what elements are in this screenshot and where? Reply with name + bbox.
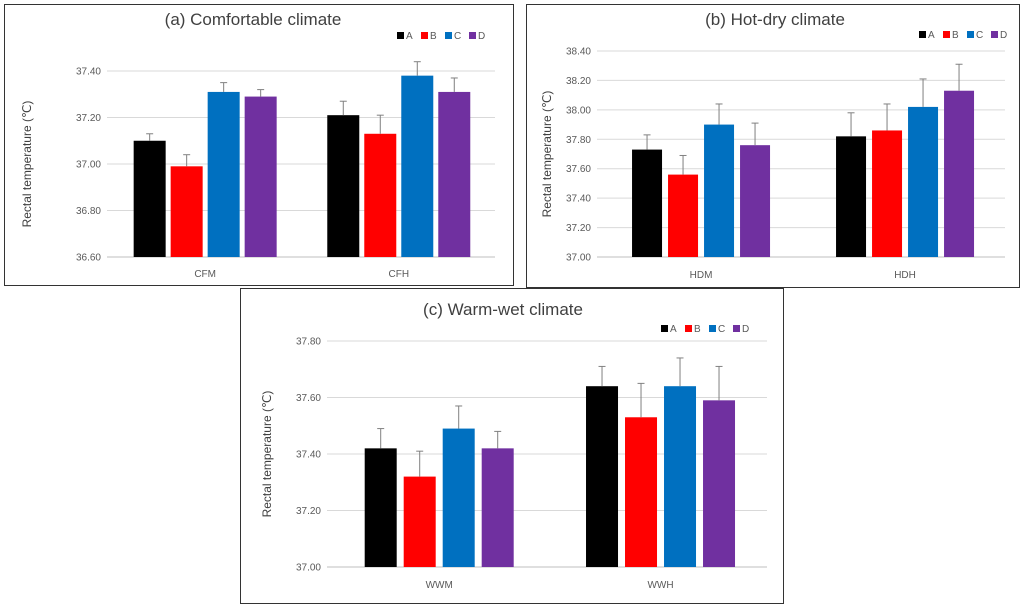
- y-tick-label: 38.40: [566, 47, 591, 58]
- x-category-label: CFH: [388, 269, 409, 280]
- y-axis-label: Rectal temperature (℃): [260, 391, 274, 518]
- legend-swatch: [661, 325, 668, 332]
- x-category-label: HDH: [894, 270, 916, 281]
- y-tick-label: 37.00: [76, 160, 101, 171]
- legend-label: C: [454, 31, 461, 42]
- bar-wwh-a: [586, 386, 619, 567]
- x-category-label: HDM: [690, 270, 713, 281]
- bar-wwm-d: [481, 448, 514, 567]
- legend-label: B: [430, 31, 437, 42]
- legend-swatch: [967, 31, 974, 38]
- legend-swatch: [709, 325, 716, 332]
- legend-swatch: [397, 32, 404, 39]
- y-tick-label: 37.80: [566, 135, 591, 146]
- y-axis-label: Rectal temperature (℃): [540, 91, 554, 218]
- legend-label: A: [928, 30, 935, 41]
- chart-panel-hot-dry: (b) Hot-dry climate Rectal temperature (℃…: [526, 4, 1020, 288]
- bar-cfm-b: [170, 166, 203, 257]
- chart-svg-a: (a) Comfortable climate Rectal temperatur…: [20, 10, 495, 280]
- bar-hdm-b: [668, 174, 699, 257]
- chart-svg-c: (c) Warm-wet climate Rectal temperature (…: [260, 300, 767, 591]
- legend-label: C: [718, 324, 725, 335]
- bar-wwh-d: [703, 400, 736, 567]
- y-tick-label: 37.80: [296, 337, 321, 348]
- x-category-label: CFM: [194, 269, 216, 280]
- bar-cfh-c: [401, 75, 434, 258]
- legend-label: D: [742, 324, 749, 335]
- legend-swatch: [991, 31, 998, 38]
- bar-cfm-a: [133, 140, 166, 257]
- y-tick-label: 37.40: [296, 450, 321, 461]
- legend-label: A: [670, 324, 677, 335]
- y-axis-label: Rectal temperature (℃): [20, 101, 34, 228]
- bar-wwm-a: [364, 448, 397, 567]
- legend-label: D: [1000, 30, 1007, 41]
- bar-hdh-a: [836, 136, 867, 257]
- y-tick-label: 37.60: [296, 393, 321, 404]
- legend-swatch: [919, 31, 926, 38]
- bar-wwh-b: [625, 417, 658, 567]
- legend-swatch: [685, 325, 692, 332]
- bar-cfh-a: [327, 115, 360, 257]
- bar-hdh-c: [908, 106, 939, 258]
- bar-cfh-b: [364, 133, 397, 257]
- legend-label: D: [478, 31, 485, 42]
- chart-svg-b: (b) Hot-dry climate Rectal temperature (℃…: [540, 10, 1007, 281]
- legend-swatch: [943, 31, 950, 38]
- y-tick-label: 37.20: [566, 223, 591, 234]
- y-tick-label: 37.60: [566, 164, 591, 175]
- bar-hdm-a: [632, 149, 663, 257]
- chart-title: (b) Hot-dry climate: [705, 10, 845, 29]
- y-tick-label: 36.60: [76, 253, 101, 264]
- bar-cfm-c: [207, 91, 240, 257]
- bar-hdh-b: [872, 130, 903, 257]
- y-tick-label: 38.00: [566, 105, 591, 116]
- y-tick-label: 38.20: [566, 76, 591, 87]
- legend-swatch: [421, 32, 428, 39]
- y-tick-label: 37.40: [566, 194, 591, 205]
- bar-cfm-d: [244, 96, 277, 257]
- x-category-label: WWH: [647, 580, 673, 591]
- bar-hdh-d: [944, 90, 975, 257]
- bar-hdm-c: [704, 124, 735, 257]
- bar-hdm-d: [740, 145, 771, 257]
- y-tick-label: 37.20: [76, 113, 101, 124]
- legend-swatch: [469, 32, 476, 39]
- legend-label: B: [694, 324, 701, 335]
- y-tick-label: 36.80: [76, 206, 101, 217]
- y-tick-label: 37.00: [296, 563, 321, 574]
- chart-panel-comfortable: (a) Comfortable climate Rectal temperatur…: [4, 4, 514, 286]
- chart-panel-warm-wet: (c) Warm-wet climate Rectal temperature (…: [240, 288, 784, 604]
- bar-cfh-d: [438, 91, 471, 257]
- chart-title: (c) Warm-wet climate: [423, 300, 583, 319]
- chart-title: (a) Comfortable climate: [165, 10, 342, 29]
- legend-label: A: [406, 31, 413, 42]
- y-tick-label: 37.40: [76, 67, 101, 78]
- x-category-label: WWM: [426, 580, 453, 591]
- legend-swatch: [445, 32, 452, 39]
- bar-wwm-b: [403, 476, 436, 567]
- legend-label: B: [952, 30, 959, 41]
- bar-wwm-c: [442, 428, 475, 567]
- legend-swatch: [733, 325, 740, 332]
- bar-wwh-c: [664, 386, 697, 567]
- y-tick-label: 37.00: [566, 253, 591, 264]
- legend-label: C: [976, 30, 983, 41]
- y-tick-label: 37.20: [296, 506, 321, 517]
